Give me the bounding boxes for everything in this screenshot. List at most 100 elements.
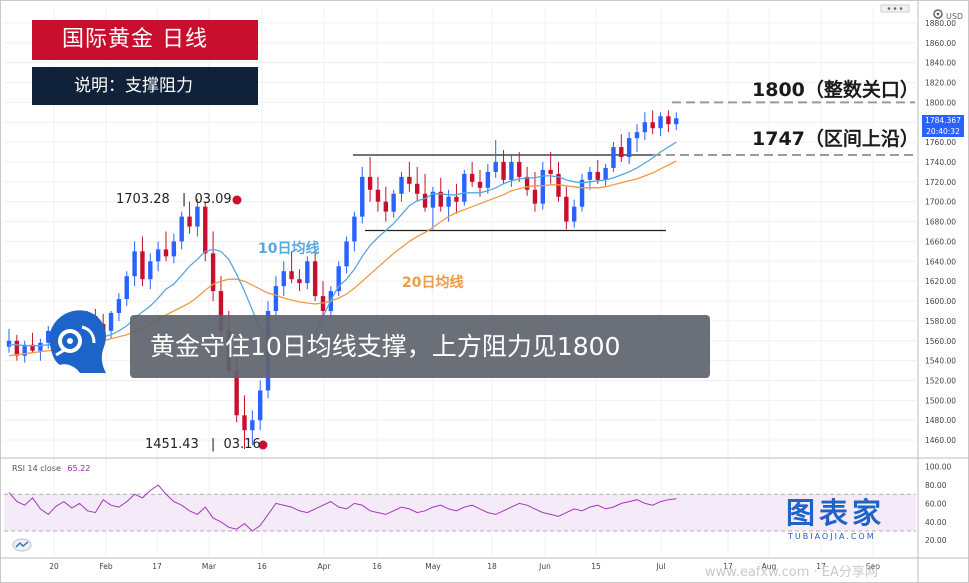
candle-body bbox=[438, 191, 443, 207]
candle bbox=[179, 211, 184, 250]
candle bbox=[611, 142, 616, 172]
low-date: 03.16 bbox=[223, 437, 261, 452]
settings-gear-icon[interactable] bbox=[932, 8, 944, 20]
x-tick-label: Sep bbox=[866, 562, 880, 571]
candle bbox=[132, 241, 137, 287]
candle bbox=[619, 134, 624, 162]
candle bbox=[195, 198, 200, 237]
candle bbox=[297, 269, 302, 292]
y-tick-label: 1800.00 bbox=[925, 98, 956, 107]
rsi-tick-label: 80.00 bbox=[925, 481, 947, 490]
low-value: 1451.43 bbox=[145, 437, 199, 452]
currency-label: USD bbox=[946, 12, 964, 21]
candle-body bbox=[22, 344, 27, 356]
candle-body bbox=[572, 206, 577, 222]
high-annotation: 1703.28 | 03.09 bbox=[116, 192, 232, 207]
candle-body bbox=[509, 161, 514, 180]
countdown-tag: 20:40:32 bbox=[922, 126, 964, 137]
candle bbox=[524, 166, 530, 196]
candle-body bbox=[336, 266, 341, 292]
candle-body bbox=[250, 420, 255, 431]
candle-body bbox=[218, 291, 224, 331]
candle-body bbox=[626, 138, 632, 158]
candle-body bbox=[210, 253, 216, 292]
y-tick-label: 1620.00 bbox=[925, 277, 956, 286]
candle bbox=[501, 150, 506, 184]
candle-body bbox=[367, 176, 373, 190]
candle-body bbox=[611, 147, 616, 168]
candle-body bbox=[148, 261, 153, 280]
candle-body bbox=[619, 147, 624, 158]
watermark-brand: 图表家 bbox=[786, 496, 886, 530]
candle-body bbox=[155, 249, 161, 262]
analyst-head-icon bbox=[49, 310, 106, 373]
candle bbox=[556, 161, 561, 202]
candle bbox=[626, 132, 632, 164]
candle bbox=[163, 231, 169, 262]
candle bbox=[273, 276, 279, 321]
candle-body bbox=[587, 171, 593, 180]
candle-body bbox=[477, 181, 483, 188]
candle bbox=[642, 112, 648, 141]
x-tick-label: 15 bbox=[591, 562, 601, 571]
candle bbox=[367, 157, 373, 202]
candle-body bbox=[195, 206, 200, 227]
candle bbox=[148, 253, 153, 290]
candle-body bbox=[399, 176, 404, 194]
candle-body bbox=[407, 176, 412, 184]
tradingview-logo-icon[interactable] bbox=[12, 538, 32, 552]
candle bbox=[422, 173, 428, 212]
rsi-tick-label: 20.00 bbox=[925, 536, 947, 545]
candle bbox=[210, 231, 216, 302]
candle bbox=[587, 166, 593, 190]
candle bbox=[30, 332, 35, 353]
candles bbox=[6, 110, 679, 450]
candle-body bbox=[674, 118, 679, 125]
candle-body bbox=[242, 415, 247, 431]
rsi-tick-label: 40.00 bbox=[925, 518, 947, 527]
candle bbox=[517, 152, 522, 182]
y-tick-label: 1740.00 bbox=[925, 158, 956, 167]
candle-body bbox=[171, 241, 177, 257]
x-tick-label: Aug bbox=[762, 562, 777, 571]
low-annotation: 1451.43 | 03.16 bbox=[145, 437, 261, 452]
candle-body bbox=[383, 201, 388, 212]
x-tick-label: 16 bbox=[257, 562, 267, 571]
candle-body bbox=[454, 196, 459, 202]
candle-body bbox=[642, 122, 648, 133]
y-tick-label: 1840.00 bbox=[925, 59, 956, 68]
toolbar-dots-icon[interactable] bbox=[880, 2, 910, 14]
candle-body bbox=[132, 251, 137, 277]
candle-body bbox=[163, 249, 169, 257]
candle bbox=[38, 338, 43, 361]
candle-body bbox=[14, 340, 20, 356]
candle-body bbox=[258, 390, 263, 421]
candle-body bbox=[305, 261, 310, 284]
rsi-tick-label: 100.00 bbox=[925, 463, 951, 472]
y-tick-label: 1700.00 bbox=[925, 198, 956, 207]
candle-body bbox=[446, 196, 451, 207]
candle-body bbox=[124, 276, 129, 300]
candle bbox=[22, 340, 27, 363]
y-tick-label: 1880.00 bbox=[925, 19, 956, 28]
extreme-markers bbox=[232, 195, 268, 450]
candle bbox=[116, 293, 122, 321]
candle-body bbox=[517, 161, 522, 177]
candle-body bbox=[595, 171, 600, 180]
candle bbox=[352, 211, 357, 252]
candle-body bbox=[422, 193, 428, 208]
watermark-sub: TUBIAOJIA.COM bbox=[788, 532, 876, 541]
x-tick-label: 17 bbox=[816, 562, 826, 571]
candle-body bbox=[650, 122, 655, 129]
low-marker bbox=[258, 440, 268, 450]
candle bbox=[485, 163, 491, 194]
x-tick-label: May bbox=[425, 562, 441, 571]
candle-body bbox=[375, 189, 381, 202]
y-tick-label: 1660.00 bbox=[925, 237, 956, 246]
candle-body bbox=[30, 344, 35, 351]
rsi-band bbox=[4, 494, 916, 531]
candle bbox=[666, 110, 671, 133]
watermark-site: www.eafxw.com · EA分享网 bbox=[705, 565, 878, 580]
